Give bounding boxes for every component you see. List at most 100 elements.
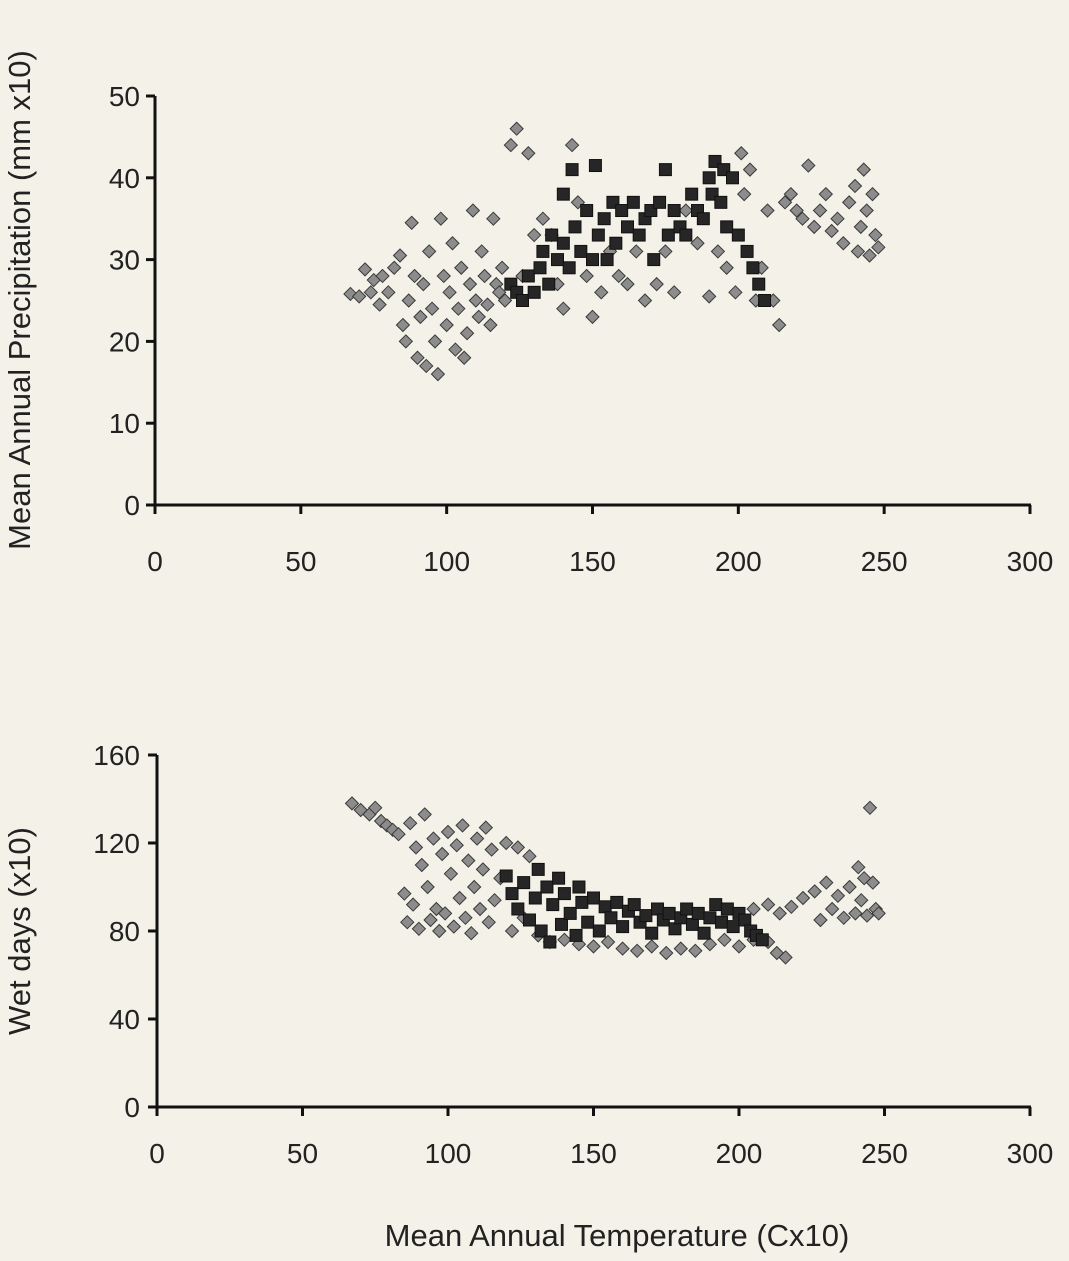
data-point <box>446 919 462 934</box>
data-point <box>543 935 557 949</box>
x-tick-label: 200 <box>716 1138 763 1169</box>
data-point <box>842 879 857 895</box>
data-point <box>702 171 716 185</box>
data-point <box>486 211 501 226</box>
data-point <box>801 158 816 173</box>
data-point <box>517 876 531 890</box>
y-tick-label: 50 <box>109 81 140 112</box>
x-tick-label: 50 <box>285 546 316 577</box>
x-tick-label: 250 <box>861 546 908 577</box>
data-point <box>600 253 614 267</box>
data-point <box>469 831 485 846</box>
data-point <box>680 902 694 916</box>
data-point <box>448 342 463 357</box>
data-point <box>819 875 834 890</box>
y-tick-label: 0 <box>124 490 140 521</box>
data-point <box>398 334 414 349</box>
data-point <box>841 195 857 210</box>
data-point <box>426 831 441 846</box>
data-point <box>813 912 828 928</box>
data-point <box>651 902 665 916</box>
data-point <box>461 853 476 868</box>
data-point <box>736 186 752 202</box>
data-point <box>728 285 743 300</box>
data-point <box>484 842 499 857</box>
data-point <box>556 187 570 201</box>
data-point <box>710 244 726 259</box>
y-tick-label: 0 <box>124 1092 140 1123</box>
data-point <box>830 211 845 226</box>
series-1 <box>499 862 769 949</box>
data-point <box>783 186 799 202</box>
data-point <box>414 857 430 873</box>
data-point <box>480 297 495 312</box>
data-point <box>609 236 623 250</box>
data-point <box>404 215 419 230</box>
data-point <box>516 294 529 307</box>
data-point <box>871 240 886 255</box>
data-point <box>477 268 492 284</box>
data-point <box>587 891 600 905</box>
data-point <box>653 195 667 209</box>
data-point <box>688 943 703 959</box>
data-point <box>658 244 673 259</box>
data-point <box>504 923 520 939</box>
data-point <box>372 297 387 312</box>
data-point <box>856 162 871 177</box>
data-point <box>363 285 379 300</box>
data-point <box>487 892 502 908</box>
data-point <box>546 898 560 912</box>
data-point <box>851 859 866 875</box>
data-point <box>511 902 525 916</box>
y-tick-label: 20 <box>109 326 140 357</box>
data-point <box>557 887 571 901</box>
data-point <box>760 203 775 218</box>
data-point <box>505 887 519 901</box>
data-point <box>475 862 491 877</box>
data-point <box>430 366 446 382</box>
data-point <box>807 884 822 899</box>
data-point <box>726 171 739 185</box>
y-tick-label: 40 <box>109 1004 140 1035</box>
data-point <box>679 228 693 242</box>
data-point <box>452 890 467 906</box>
data-point <box>575 895 589 909</box>
data-point <box>771 317 787 333</box>
data-point <box>784 899 799 915</box>
data-point <box>391 826 406 842</box>
data-point <box>351 289 367 304</box>
data-point <box>830 888 846 904</box>
data-point <box>458 910 473 926</box>
data-point <box>424 301 440 316</box>
data-point <box>740 244 754 258</box>
data-point <box>579 268 594 284</box>
data-point <box>455 818 470 833</box>
data-point <box>742 162 758 177</box>
data-point <box>615 941 630 956</box>
data-point <box>427 334 443 349</box>
data-point <box>696 212 710 226</box>
data-point <box>565 163 579 177</box>
data-point <box>397 886 412 901</box>
data-point <box>449 837 464 853</box>
data-point <box>824 223 839 239</box>
data-point <box>626 195 640 209</box>
data-point <box>719 260 734 275</box>
data-point <box>526 227 542 243</box>
data-point <box>868 227 883 243</box>
data-point <box>758 294 772 307</box>
data-point <box>600 934 616 950</box>
data-point <box>685 187 699 201</box>
data-point <box>720 220 734 234</box>
data-point <box>701 289 717 304</box>
data-point <box>400 914 415 930</box>
data-point <box>848 906 863 921</box>
x-tick-label: 250 <box>861 1138 908 1169</box>
data-point <box>462 276 478 292</box>
data-point <box>610 895 624 909</box>
data-point <box>454 260 469 275</box>
data-point <box>478 820 494 835</box>
data-point <box>649 276 664 292</box>
data-point <box>862 248 877 263</box>
data-point <box>439 317 454 333</box>
